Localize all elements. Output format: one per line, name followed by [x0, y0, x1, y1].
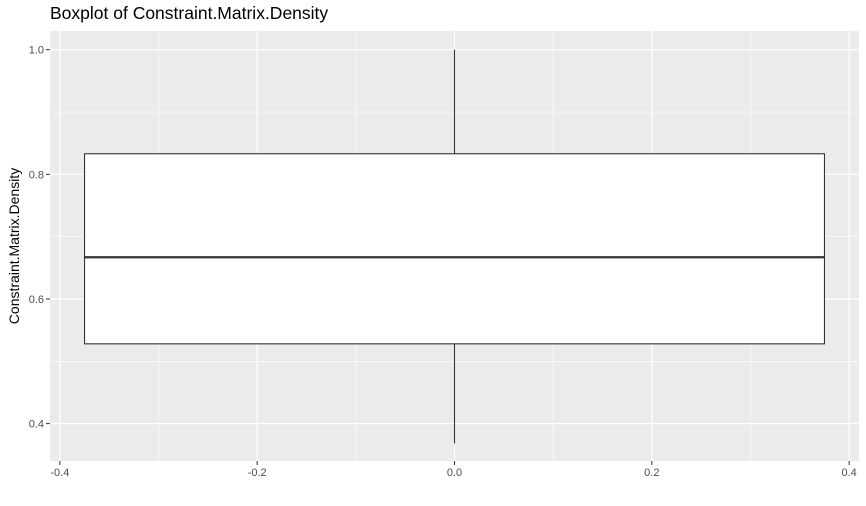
y-tick-label: 0.6: [29, 294, 44, 306]
y-tick-label: 1.0: [29, 45, 44, 57]
y-tick-label: 0.8: [29, 169, 44, 181]
x-tick-label: -0.4: [50, 467, 69, 479]
y-axis: 0.4 0.6 0.8 1.0: [29, 45, 50, 431]
interquartile-box: [83, 153, 826, 345]
box-group: [83, 49, 826, 444]
x-axis: -0.4 -0.2 0.0 0.2 0.4: [50, 461, 857, 479]
x-tick-label: 0.0: [447, 467, 462, 479]
y-tick-label: 0.4: [29, 419, 44, 431]
x-tick-label: 0.2: [644, 467, 659, 479]
chart-title: Boxplot of Constraint.Matrix.Density: [50, 3, 329, 23]
y-axis-title: Constraint.Matrix.Density: [6, 168, 22, 324]
x-tick-label: 0.4: [841, 467, 856, 479]
x-tick-label: -0.2: [248, 467, 267, 479]
